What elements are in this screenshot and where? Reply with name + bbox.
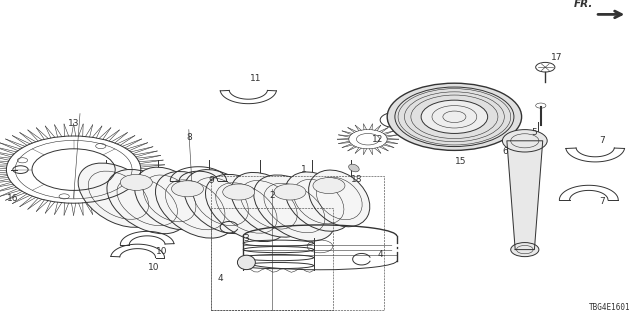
Circle shape bbox=[223, 184, 255, 200]
Text: 9: 9 bbox=[209, 176, 214, 185]
Ellipse shape bbox=[285, 172, 352, 231]
Ellipse shape bbox=[184, 170, 257, 234]
Text: 4: 4 bbox=[218, 274, 223, 283]
Text: 10: 10 bbox=[156, 247, 168, 256]
Text: FR.: FR. bbox=[574, 0, 593, 9]
Ellipse shape bbox=[156, 172, 235, 238]
Text: TBG4E1601: TBG4E1601 bbox=[589, 303, 630, 312]
Circle shape bbox=[172, 181, 204, 197]
Text: 2: 2 bbox=[269, 191, 275, 200]
Text: 4: 4 bbox=[378, 250, 383, 259]
Ellipse shape bbox=[231, 172, 307, 237]
Text: 15: 15 bbox=[455, 157, 467, 166]
Text: 10: 10 bbox=[148, 263, 159, 272]
Ellipse shape bbox=[237, 255, 255, 269]
Bar bbox=[211, 176, 384, 310]
Ellipse shape bbox=[78, 163, 159, 227]
Text: 6: 6 bbox=[503, 148, 508, 156]
Circle shape bbox=[502, 130, 547, 152]
Text: 7: 7 bbox=[599, 197, 604, 206]
Text: 12: 12 bbox=[372, 135, 383, 144]
Text: 5: 5 bbox=[532, 128, 537, 137]
Text: 18: 18 bbox=[351, 175, 363, 184]
Text: 17: 17 bbox=[551, 53, 563, 62]
Text: 13: 13 bbox=[68, 119, 79, 128]
Ellipse shape bbox=[134, 167, 205, 229]
Text: 3: 3 bbox=[244, 234, 249, 243]
Text: 11: 11 bbox=[250, 74, 262, 83]
Circle shape bbox=[511, 243, 539, 257]
Circle shape bbox=[274, 184, 306, 200]
Circle shape bbox=[120, 174, 152, 190]
Polygon shape bbox=[507, 141, 543, 250]
Circle shape bbox=[313, 178, 345, 194]
Ellipse shape bbox=[205, 174, 287, 242]
Text: 16: 16 bbox=[7, 194, 19, 203]
Bar bbox=[211, 208, 333, 310]
Circle shape bbox=[421, 100, 488, 133]
Ellipse shape bbox=[308, 170, 370, 227]
Ellipse shape bbox=[107, 170, 188, 234]
Ellipse shape bbox=[253, 175, 335, 241]
Ellipse shape bbox=[349, 164, 359, 172]
Text: 8: 8 bbox=[186, 133, 191, 142]
Circle shape bbox=[387, 83, 522, 150]
Text: 1: 1 bbox=[301, 165, 307, 174]
Text: 7: 7 bbox=[599, 136, 604, 145]
